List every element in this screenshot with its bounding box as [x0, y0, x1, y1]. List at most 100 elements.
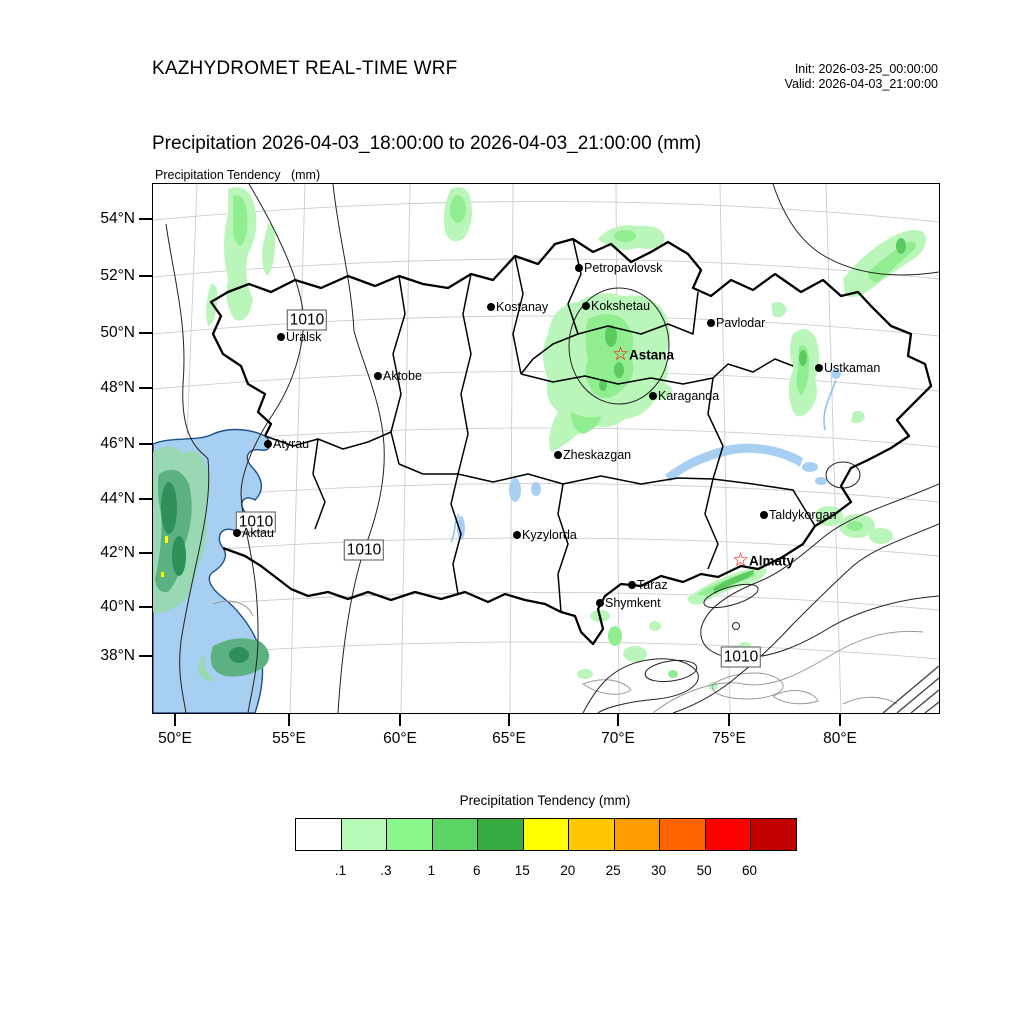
colorbar-cell	[341, 819, 388, 850]
colorbar-tick-label: 6	[473, 863, 481, 878]
lon-label: 70°E	[601, 730, 635, 747]
city-dot-icon	[582, 301, 590, 310]
colorbar-tick-label: 25	[605, 863, 621, 878]
colorbar-cell	[614, 819, 661, 850]
colorbar-tick-label: .1	[334, 863, 347, 878]
lon-label: 50°E	[158, 730, 192, 747]
lon-label: 60°E	[383, 730, 417, 747]
pressure-label: 1010	[343, 539, 385, 561]
lat-tick	[139, 443, 152, 445]
capital-star-icon: ☆	[732, 550, 750, 571]
aral-remnant	[509, 478, 521, 502]
city-astana: ☆Astana	[612, 344, 675, 365]
run-times: Init: 2026-03-25_00:00:00 Valid: 2026-04…	[785, 62, 938, 92]
colorbar-title: Precipitation Tendency (mm)	[459, 793, 631, 808]
city-karaganda: Karaganda	[649, 387, 719, 405]
city-dot-icon	[628, 580, 636, 589]
colorbar-cell	[660, 819, 706, 850]
city-dot-icon	[707, 318, 715, 327]
lon-tick	[617, 713, 619, 726]
city-dot-icon	[264, 439, 272, 448]
lon-tick	[508, 713, 510, 726]
city-zheskazgan: Zheskazgan	[554, 446, 631, 464]
colorbar-cell	[751, 819, 797, 850]
lat-tick	[139, 332, 152, 334]
init-time: Init: 2026-03-25_00:00:00	[794, 62, 938, 76]
lat-label: 38°N	[100, 647, 135, 664]
city-petropavlovsk: Petropavlovsk	[575, 259, 663, 277]
city-aktobe: Aktobe	[374, 367, 422, 385]
lat-label: 48°N	[100, 379, 135, 396]
city-dot-icon	[554, 450, 562, 459]
colorbar-tick-label: 15	[514, 863, 530, 878]
lon-label: 75°E	[712, 730, 746, 747]
city-dot-icon	[649, 391, 657, 400]
pressure-label: 1010	[286, 309, 328, 331]
lat-tick	[139, 606, 152, 608]
pressure-label: 1010	[235, 511, 277, 533]
city-taraz: Taraz	[628, 576, 668, 594]
city-ustkaman: Ustkaman	[815, 359, 880, 377]
lat-tick	[139, 275, 152, 277]
city-dot-icon	[760, 510, 768, 519]
city-atyrau: Atyrau	[264, 435, 309, 453]
city-aktau: Aktau	[233, 524, 274, 542]
terrain-contours	[212, 600, 924, 713]
lon-tick	[288, 713, 290, 726]
lat-label: 54°N	[100, 210, 135, 227]
oblast-borders	[264, 238, 816, 613]
city-taldykorgan: Taldykorgan	[760, 506, 836, 524]
city-kokshetau: Kokshetau	[582, 297, 650, 315]
lat-label: 42°N	[100, 544, 135, 561]
city-shymkent: Shymkent	[596, 594, 661, 612]
field-legend-precip: Precipitation Tendency (mm)	[155, 168, 321, 182]
lat-tick	[139, 552, 152, 554]
relief-hatching	[882, 665, 939, 713]
lon-tick	[174, 713, 176, 726]
page-title: KAZHYDROMET REAL-TIME WRF	[152, 58, 458, 79]
city-pavlodar: Pavlodar	[707, 314, 765, 332]
colorbar	[295, 818, 797, 851]
lat-label: 50°N	[100, 324, 135, 341]
city-dot-icon	[233, 528, 241, 537]
pressure-label: 1010	[720, 646, 762, 668]
city-almaty: ☆Almaty	[732, 550, 795, 571]
city-dot-icon	[277, 332, 285, 341]
colorbar-cell	[705, 819, 752, 850]
lon-label: 55°E	[272, 730, 306, 747]
lon-tick	[839, 713, 841, 726]
city-dot-icon	[487, 302, 495, 311]
lat-label: 46°N	[100, 435, 135, 452]
colorbar-cell	[523, 819, 570, 850]
lon-tick	[728, 713, 730, 726]
lon-label: 80°E	[823, 730, 857, 747]
valid-time: Valid: 2026-04-03_21:00:00	[784, 77, 938, 91]
lat-tick	[139, 387, 152, 389]
subtitle-precip: Precipitation 2026-04-03_18:00:00 to 202…	[152, 133, 702, 154]
lat-label: 52°N	[100, 267, 135, 284]
city-dot-icon	[815, 363, 823, 372]
city-dot-icon	[374, 371, 382, 380]
lat-tick	[139, 218, 152, 220]
colorbar-cell	[432, 819, 479, 850]
city-kostanay: Kostanay	[487, 298, 548, 316]
lake-balkhash	[665, 443, 803, 482]
colorbar-cell	[478, 819, 524, 850]
lat-label: 40°N	[100, 598, 135, 615]
lake-alakol	[802, 462, 818, 472]
lon-label: 65°E	[492, 730, 526, 747]
country-border	[209, 237, 933, 646]
lat-label: 44°N	[100, 490, 135, 507]
colorbar-tick-label: 60	[742, 863, 758, 878]
lon-tick	[399, 713, 401, 726]
lake-zaysan	[831, 369, 841, 379]
colorbar-cell	[569, 819, 615, 850]
city-dot-icon	[596, 598, 604, 607]
city-kyzylorda: Kyzylorda	[513, 526, 577, 544]
colorbar-tick-label: 1	[427, 863, 436, 878]
colorbar-cell	[296, 819, 342, 850]
map-canvas	[153, 184, 939, 713]
city-uralsk: Uralsk	[277, 328, 321, 346]
lat-tick	[139, 655, 152, 657]
